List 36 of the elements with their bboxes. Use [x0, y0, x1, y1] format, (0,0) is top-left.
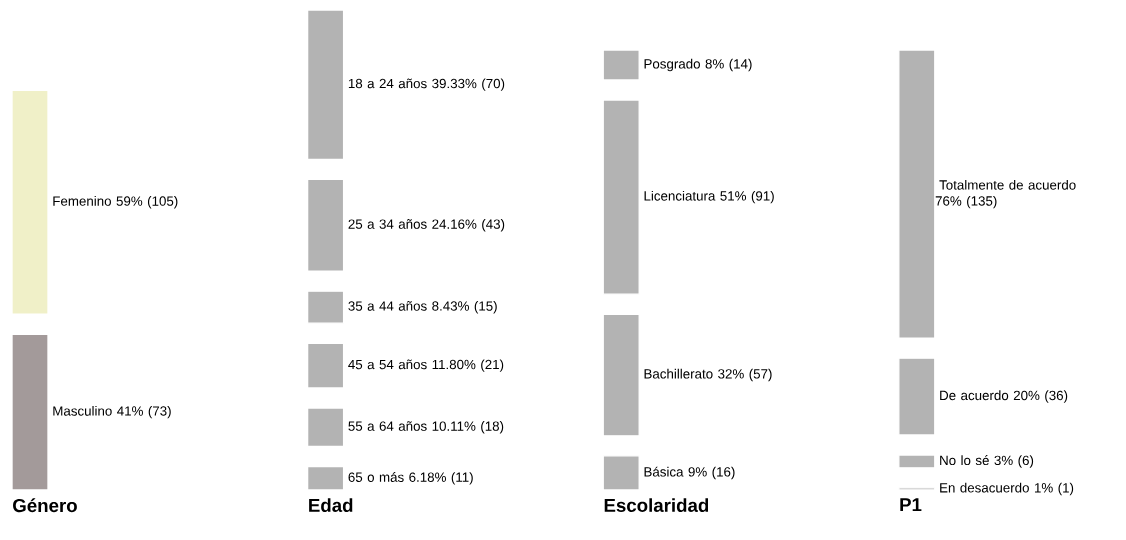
category-label: Licenciatura: [644, 190, 716, 201]
category-label: Bachillerato: [644, 368, 713, 379]
data-label: 8% (14): [705, 58, 752, 72]
data-label: 51% (91): [720, 190, 774, 204]
category-label: No lo sé: [940, 455, 989, 466]
data-label: 76% (135): [935, 195, 997, 209]
category-label: 55 a 64 años: [348, 421, 427, 431]
data-label: 11.80% (21): [432, 359, 504, 372]
category-label: 65 o más: [348, 471, 404, 482]
data-label: 8.43% (15): [432, 300, 497, 314]
category-label: En desacuerdo: [940, 482, 1029, 493]
data-label: 32% (57): [718, 368, 772, 382]
data-label: 9% (16): [688, 466, 735, 480]
text: Edad: [309, 498, 353, 512]
data-label: 59% (105): [116, 196, 178, 209]
data-label: 10.11% (18): [432, 421, 504, 434]
category-label: Femenino: [53, 196, 111, 206]
data-label: 24.16% (43): [432, 219, 505, 232]
text: Género: [13, 498, 77, 513]
category-label: 45 a 54 años: [348, 359, 427, 370]
category-label: Básica: [644, 466, 684, 477]
category-label: 18 a 24 años: [348, 78, 427, 89]
category-label: Posgrado: [644, 58, 700, 72]
category-label: Masculino: [53, 405, 112, 416]
text: P1: [900, 498, 922, 512]
data-label: 20% (36): [1013, 390, 1068, 403]
data-label: 1% (1): [1034, 482, 1074, 496]
category-label: Totalmente de acuerdo: [939, 179, 1076, 190]
category-label: De acuerdo: [940, 390, 1009, 401]
data-label: 39.33% (70): [432, 78, 505, 91]
category-label: 25 a 34 años: [348, 219, 427, 229]
text: Escolaridad: [604, 498, 709, 512]
data-label: 6.18% (11): [409, 472, 473, 485]
category-label: 35 a 44 años: [348, 301, 427, 311]
data-label: 41% (73): [117, 405, 171, 419]
data-label: 3% (6): [994, 455, 1034, 468]
